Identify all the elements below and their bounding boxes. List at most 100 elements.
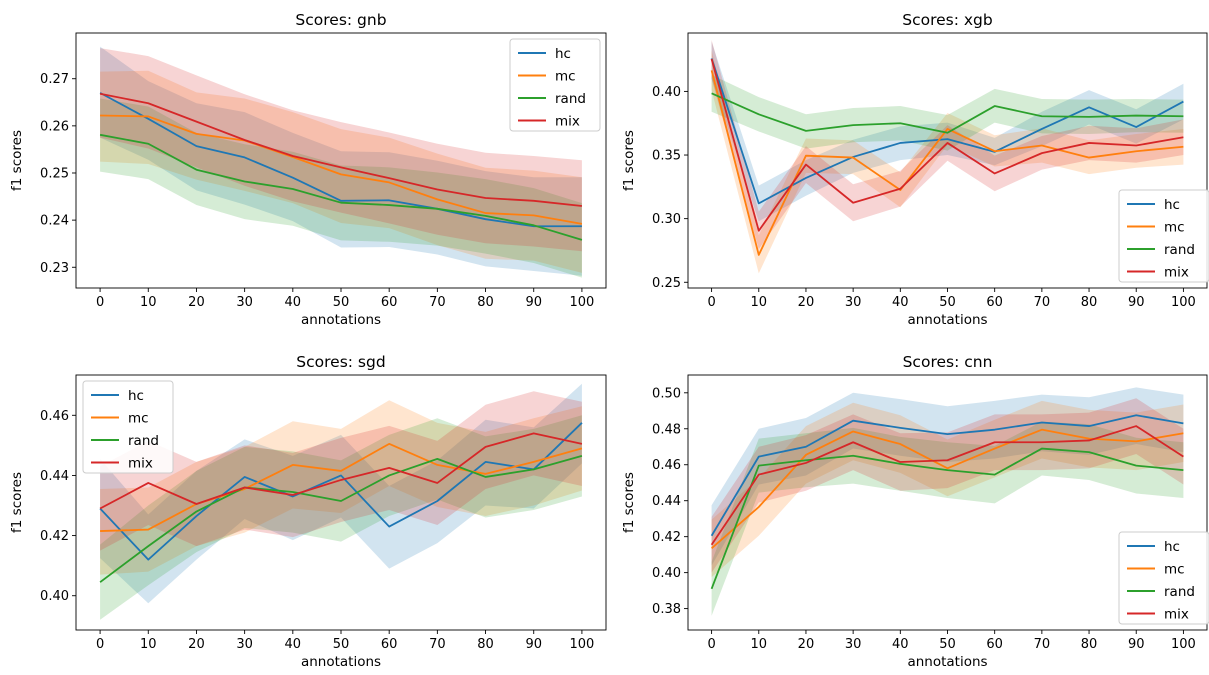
plot-area	[710, 39, 1184, 274]
x-tick-label: 20	[188, 295, 205, 310]
legend-label-mc: mc	[128, 411, 149, 427]
y-axis-label: f1 scores	[621, 130, 637, 191]
y-tick-label: 0.40	[652, 566, 681, 581]
x-tick-label: 90	[525, 637, 542, 652]
legend-box	[509, 38, 601, 132]
x-tick-label: 90	[525, 295, 542, 310]
chart-title: Scores: sgd	[296, 353, 385, 371]
band-rand	[100, 415, 582, 620]
x-tick-label: 70	[429, 295, 446, 310]
line-mc	[710, 428, 1184, 550]
y-tick-label: 0.50	[652, 386, 681, 401]
x-tick-label: 10	[140, 295, 157, 310]
y-tick-label: 0.48	[652, 422, 681, 437]
chart-title: Scores: gnb	[295, 11, 386, 29]
x-tick-label: 0	[707, 637, 715, 652]
x-tick-label: 20	[798, 295, 815, 310]
band-hc	[100, 46, 582, 276]
subplot-3: 0 10 20 30 40 50 60 70 80 90 100 0.38 0.40 0.42 0.44 0.…	[621, 353, 1209, 670]
y-tick-label: 0.27	[40, 72, 69, 87]
band-mc	[100, 70, 582, 273]
line-rand	[710, 447, 1184, 590]
x-tick-label: 70	[1034, 295, 1051, 310]
x-tick-label: 10	[750, 295, 767, 310]
x-tick-label: 100	[1171, 295, 1196, 310]
x-tick-label: 90	[1128, 637, 1145, 652]
plot-area	[99, 383, 583, 620]
band-rand	[711, 421, 1184, 616]
x-tick-label: 80	[477, 637, 494, 652]
band-rand	[711, 74, 1184, 151]
x-tick-label: 60	[986, 637, 1003, 652]
line-mix	[99, 432, 583, 510]
line-rand	[99, 455, 583, 583]
band-mc	[711, 50, 1184, 274]
legend-label-hc: hc	[1164, 197, 1180, 213]
y-tick-label: 0.38	[652, 602, 681, 617]
x-tick-label: 0	[96, 295, 104, 310]
y-tick-label: 0.46	[40, 409, 69, 424]
legend-label-mix: mix	[1164, 265, 1189, 281]
legend-label-mix: mix	[1164, 607, 1189, 623]
band-rand	[100, 98, 582, 278]
legend-label-mc: mc	[1164, 220, 1185, 236]
y-axis-label: f1 scores	[9, 130, 25, 191]
x-tick-label: 50	[333, 295, 350, 310]
x-tick-label: 50	[333, 637, 350, 652]
line-rand	[99, 133, 583, 241]
y-axis-label: f1 scores	[621, 472, 637, 533]
line-mc	[710, 70, 1184, 256]
x-tick-label: 40	[285, 637, 302, 652]
line-rand	[711, 92, 1184, 134]
band-mc	[100, 400, 582, 575]
line-hc	[710, 414, 1184, 537]
y-tick-label: 0.25	[652, 276, 681, 291]
x-tick-label: 50	[939, 637, 956, 652]
x-tick-label: 10	[140, 637, 157, 652]
y-tick-label: 0.26	[40, 119, 69, 134]
band-mc	[711, 400, 1184, 578]
y-tick-label: 0.30	[652, 212, 681, 227]
legend-label-rand: rand	[1164, 242, 1195, 258]
legend-box	[1118, 189, 1209, 283]
legend-label-mix: mix	[128, 456, 153, 472]
plot-area	[710, 387, 1184, 616]
y-tick-label: 0.24	[40, 214, 69, 229]
x-tick-label: 80	[477, 295, 494, 310]
band-mix	[711, 39, 1184, 250]
chart-title: Scores: xgb	[902, 11, 993, 29]
y-tick-label: 0.42	[40, 529, 69, 544]
y-tick-label: 0.44	[652, 494, 681, 509]
x-tick-label: 40	[285, 295, 302, 310]
line-hc	[99, 92, 582, 228]
x-axis-label: annotations	[907, 654, 987, 670]
y-tick-label: 0.23	[40, 261, 69, 276]
x-tick-label: 30	[845, 637, 862, 652]
legend: hc mc rand mix	[509, 38, 601, 132]
y-tick-label: 0.42	[652, 530, 681, 545]
legend: hc mc rand mix	[1118, 531, 1209, 625]
x-tick-label: 80	[1081, 295, 1098, 310]
legend-label-rand: rand	[1164, 584, 1195, 600]
x-axis-label: annotations	[301, 312, 381, 328]
band-hc	[711, 387, 1184, 566]
x-tick-label: 30	[236, 637, 253, 652]
plot-area	[99, 46, 583, 278]
x-tick-label: 60	[381, 637, 398, 652]
x-tick-label: 0	[96, 637, 104, 652]
chart-title: Scores: cnn	[903, 353, 993, 371]
y-axis-label: f1 scores	[9, 472, 25, 533]
x-tick-label: 0	[707, 295, 715, 310]
legend: hc mc rand mix	[1118, 189, 1209, 283]
y-tick-label: 0.25	[40, 166, 69, 181]
x-tick-label: 100	[569, 637, 594, 652]
x-tick-label: 100	[569, 295, 594, 310]
y-tick-label: 0.40	[40, 589, 69, 604]
x-axis-label: annotations	[301, 654, 381, 670]
subplot-2: 0 10 20 30 40 50 60 70 80 90 100 0.40 0.42 0.44 0.46 Sc…	[9, 353, 607, 670]
line-hc	[99, 422, 583, 561]
subplot-1: 0 10 20 30 40 50 60 70 80 90 100 0.25 0.30 0.35 0.40 Sc…	[621, 11, 1209, 328]
y-tick-label: 0.44	[40, 469, 69, 484]
x-tick-label: 50	[939, 295, 956, 310]
